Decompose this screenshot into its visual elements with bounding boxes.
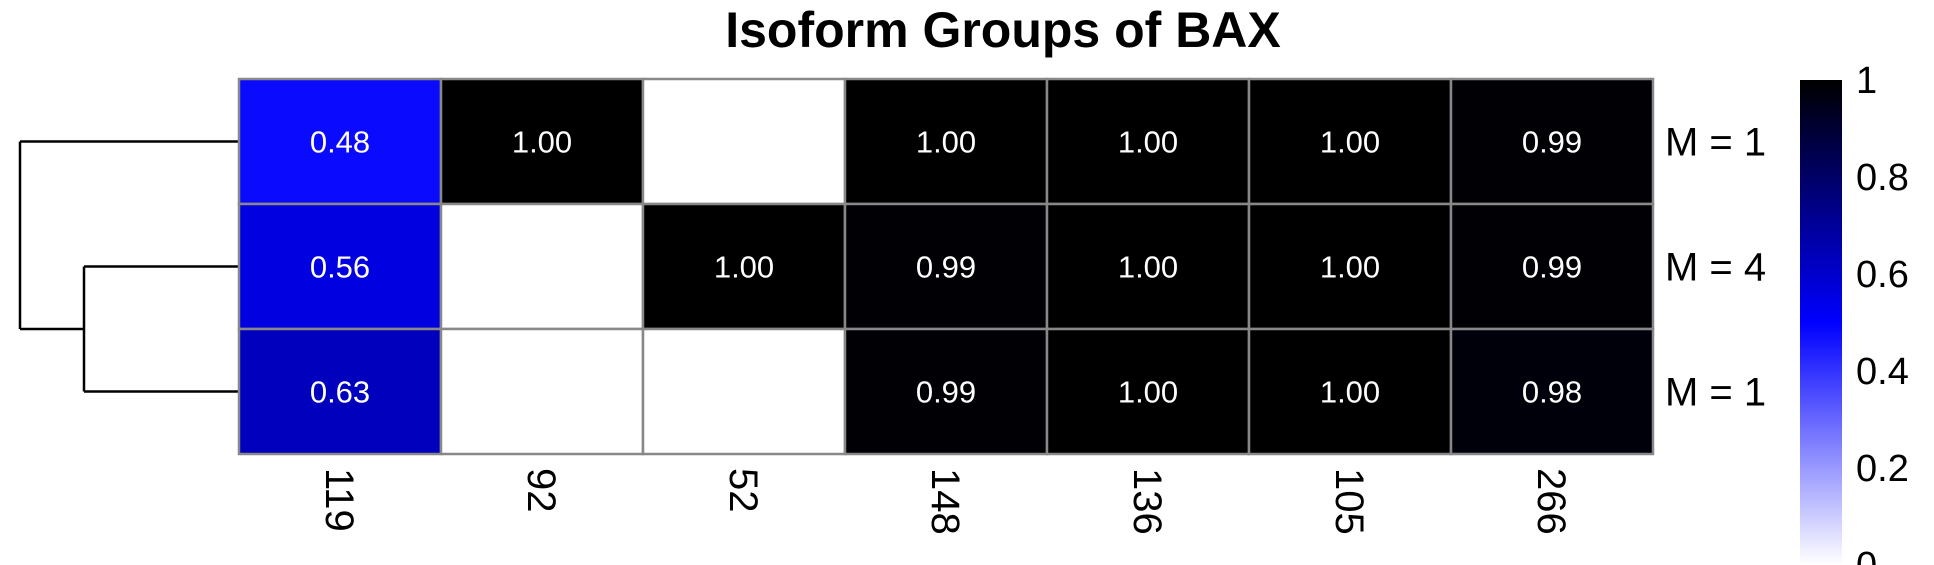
legend-tick-label: 1: [1856, 60, 1877, 102]
heatmap-cells: 0.48 1.00 1.00 1.00 1.00 0.99 0.56 1.00 0.99 1.00…: [237, 77, 1655, 456]
column-label: 92: [519, 468, 563, 513]
legend-tick-label: 0: [1856, 545, 1877, 565]
heatmap-cell: [237, 202, 443, 331]
column-label: 52: [721, 468, 765, 513]
legend-tick-label: 0.6: [1856, 254, 1909, 296]
column-label: 119: [317, 468, 361, 532]
legend-ticks: 0 0.2 0.4 0.6 0.8 1: [1856, 60, 1909, 565]
cell-value-label: 1.00: [1320, 250, 1380, 285]
column-label: 136: [1125, 468, 1169, 535]
row-label: M = 1: [1665, 371, 1766, 415]
heatmap-cell: [237, 327, 443, 456]
column-labels: 119 92 52 148 136 105 266: [317, 468, 1573, 535]
cell-value-label: 0.99: [1522, 250, 1582, 285]
heatmap-cell: [439, 327, 645, 456]
row-dendrogram: [18, 140, 239, 393]
heatmap-cell: [641, 77, 847, 206]
row-label: M = 4: [1665, 246, 1766, 290]
heatmap-cell: [1449, 77, 1655, 206]
cell-value-label: 0.99: [916, 375, 976, 410]
row-label: M = 1: [1665, 121, 1766, 165]
heatmap-cell: [1449, 202, 1655, 331]
heatmap-cell: [1045, 77, 1251, 206]
heatmap-cell: [1045, 202, 1251, 331]
cell-value-label: 1.00: [512, 125, 572, 160]
cell-value-label: 1.00: [1320, 125, 1380, 160]
chart-title: Isoform Groups of BAX: [725, 2, 1281, 58]
heatmap-cell: [1449, 327, 1655, 456]
cell-value-label: 0.56: [310, 250, 370, 285]
heatmap-cell: [1247, 202, 1453, 331]
legend-color-bar: [1800, 80, 1842, 565]
cell-value-label: 0.48: [310, 125, 370, 160]
cell-value-label: 1.00: [1118, 250, 1178, 285]
cell-value-label: 0.63: [310, 375, 370, 410]
heatmap-cell: [1247, 77, 1453, 206]
heatmap-cell: [439, 202, 645, 331]
cell-value-label: 0.98: [1522, 375, 1582, 410]
row-labels: M = 1 M = 4 M = 1: [1665, 121, 1766, 415]
column-label: 266: [1529, 468, 1573, 535]
heatmap-cell: [641, 202, 847, 331]
cell-value-label: 1.00: [1118, 375, 1178, 410]
cell-value-label: 0.99: [1522, 125, 1582, 160]
legend-tick-label: 0.4: [1856, 351, 1909, 393]
cell-value-label: 1.00: [714, 250, 774, 285]
cell-value-label: 1.00: [1320, 375, 1380, 410]
legend-tick-label: 0.2: [1856, 448, 1909, 490]
legend-tick-label: 0.8: [1856, 157, 1909, 199]
cell-value-label: 0.99: [916, 250, 976, 285]
column-label: 105: [1327, 468, 1371, 535]
cell-value-label: 1.00: [916, 125, 976, 160]
column-label: 148: [923, 468, 967, 535]
heatmap-cell: [843, 327, 1049, 456]
color-legend: 0 0.2 0.4 0.6 0.8 1: [1800, 60, 1909, 565]
heatmap-cell: [641, 327, 847, 456]
cell-value-label: 1.00: [1118, 125, 1178, 160]
